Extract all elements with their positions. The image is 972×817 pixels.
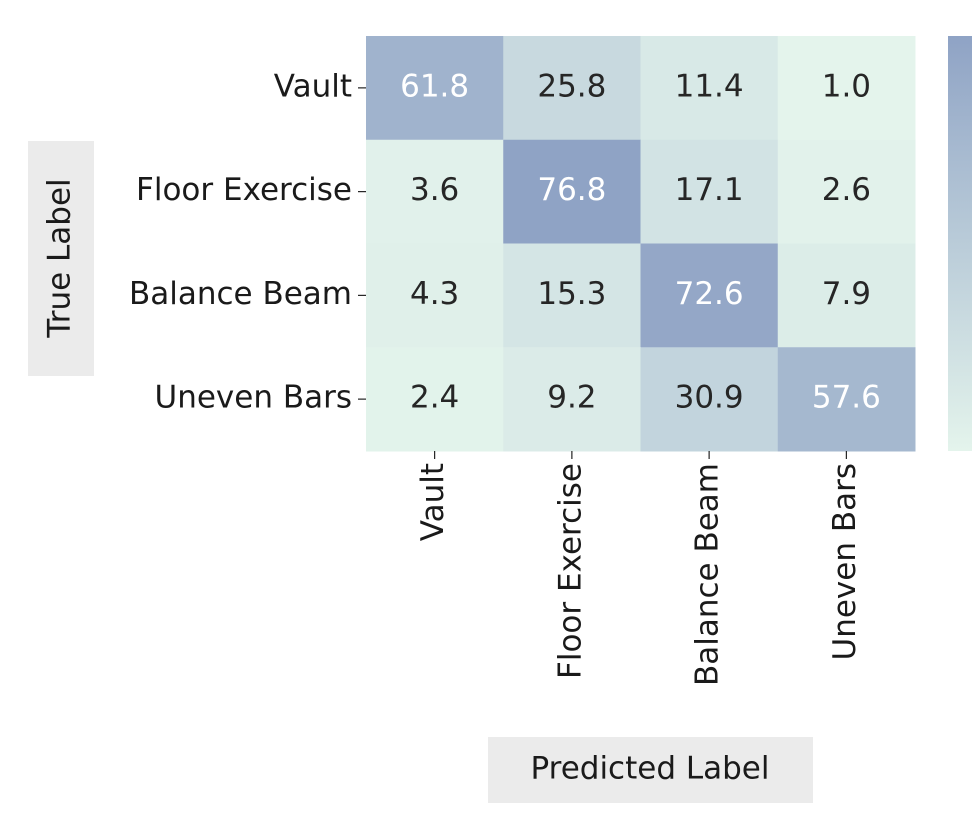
cell-label: 1.0 bbox=[822, 68, 871, 104]
heatmap-cell bbox=[777, 36, 916, 141]
cell-label: 2.6 bbox=[822, 172, 871, 208]
y-axis-label: True Label bbox=[42, 178, 78, 338]
heatmap-cell bbox=[366, 36, 504, 141]
heatmap-cell bbox=[640, 36, 779, 141]
cell-label: 4.3 bbox=[410, 276, 459, 312]
cell-label: 57.6 bbox=[812, 380, 881, 416]
cell-label: 76.8 bbox=[537, 172, 606, 208]
y-tick-label: Uneven Bars bbox=[155, 380, 353, 416]
x-tick-label: Vault bbox=[415, 463, 451, 541]
colorbar bbox=[948, 36, 972, 451]
heatmap-cell bbox=[640, 243, 779, 348]
x-tick-label: Balance Beam bbox=[690, 463, 726, 686]
heatmap-cell bbox=[777, 139, 916, 244]
y-tick-label: Vault bbox=[274, 68, 352, 104]
cell-label: 15.3 bbox=[537, 276, 606, 312]
cell-label: 7.9 bbox=[822, 276, 871, 312]
y-label-box bbox=[28, 141, 94, 376]
cell-label: 25.8 bbox=[537, 68, 606, 104]
cell-label: 9.2 bbox=[547, 380, 596, 416]
heatmap-cell bbox=[503, 243, 641, 348]
heatmap-cell bbox=[503, 36, 641, 141]
x-tick-label: Uneven Bars bbox=[827, 463, 863, 661]
heatmap-cell bbox=[777, 347, 916, 452]
cell-label: 17.1 bbox=[675, 172, 744, 208]
cell-label: 30.9 bbox=[675, 380, 744, 416]
x-axis-label: Predicted Label bbox=[530, 751, 769, 787]
heatmap-cell bbox=[777, 243, 916, 348]
heatmap-cell bbox=[503, 139, 641, 244]
heatmap-cell bbox=[640, 347, 779, 452]
heatmap-cell bbox=[640, 139, 779, 244]
heatmap-cell bbox=[366, 139, 504, 244]
heatmap-cell bbox=[366, 347, 504, 452]
cell-label: 61.8 bbox=[400, 68, 469, 104]
cell-label: 11.4 bbox=[675, 68, 744, 104]
cell-label: 72.6 bbox=[675, 276, 744, 312]
x-label-box bbox=[488, 737, 813, 803]
x-tick-label: Floor Exercise bbox=[552, 463, 588, 679]
cell-label: 2.4 bbox=[410, 380, 459, 416]
heatmap-cell bbox=[366, 243, 504, 348]
y-tick-label: Balance Beam bbox=[129, 276, 352, 312]
heatmap-cell bbox=[503, 347, 641, 452]
cell-label: 3.6 bbox=[410, 172, 459, 208]
y-tick-label: Floor Exercise bbox=[136, 172, 352, 208]
